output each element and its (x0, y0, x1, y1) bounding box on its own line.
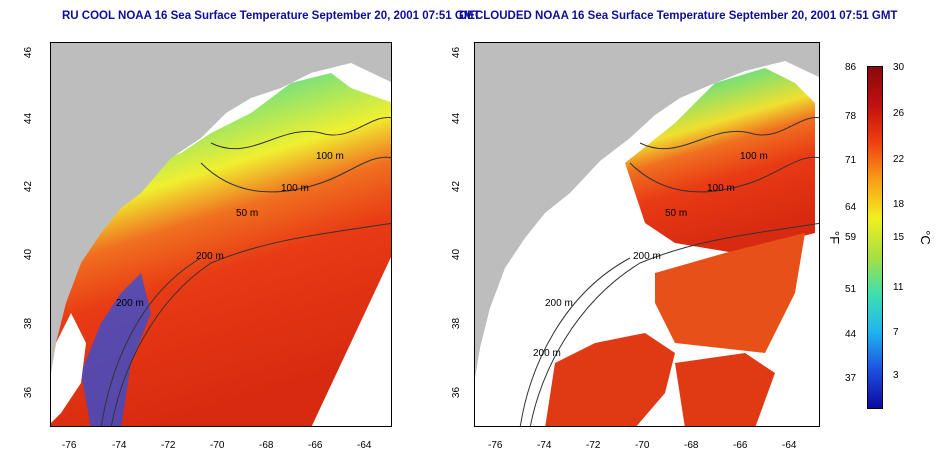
lat-tick: 44 (451, 112, 463, 125)
fahrenheit-tick: 71 (845, 155, 857, 166)
fahrenheit-tick: 86 (845, 62, 857, 73)
lat-tick: 40 (23, 248, 35, 261)
right-warm-region (675, 353, 775, 426)
left-map-title: RU COOL NOAA 16 Sea Surface Temperature … (62, 10, 481, 22)
left-cloud-mask (51, 313, 86, 423)
lat-tick: 36 (23, 386, 35, 399)
lon-tick: -72 (586, 440, 601, 451)
lon-tick: -64 (782, 440, 797, 451)
left-contour-line (100, 257, 202, 426)
left-contour-label: 50 m (236, 208, 259, 219)
left-land-mass (51, 43, 391, 373)
left-contour-line (110, 222, 391, 426)
lon-tick: -66 (308, 440, 323, 451)
right-land-mass (475, 43, 819, 378)
celsius-tick: 11 (893, 282, 904, 293)
celsius-tick: 18 (893, 199, 905, 210)
right-contour-label: 100 m (740, 151, 768, 162)
left-contour-line (210, 116, 391, 150)
lat-tick: 38 (451, 317, 463, 330)
lon-tick: -66 (733, 440, 748, 451)
lon-tick: -72 (161, 440, 176, 451)
celsius-tick: 3 (893, 370, 899, 381)
fahrenheit-tick: 64 (845, 202, 857, 213)
celsius-tick: 30 (893, 62, 905, 73)
fahrenheit-unit-label: °F (827, 230, 843, 245)
left-contour-label: 100 m (281, 183, 309, 194)
celsius-tick: 26 (893, 108, 905, 119)
celsius-tick: 22 (893, 154, 905, 165)
right-contour-line (639, 116, 819, 150)
fahrenheit-tick: 51 (845, 284, 857, 295)
lat-tick: 40 (451, 248, 463, 261)
right-sst-field (625, 68, 815, 253)
right-contour-line (519, 257, 631, 426)
lon-tick: -70 (635, 440, 650, 451)
right-contour-label: 200 m (545, 298, 573, 309)
lat-tick: 42 (23, 180, 35, 193)
left-sst-map: 100 m 100 m 50 m 200 m 200 m (50, 42, 392, 427)
lat-tick: 44 (23, 112, 35, 125)
lat-tick: 46 (451, 46, 463, 59)
left-contour-label: 200 m (116, 298, 144, 309)
lon-tick: -74 (112, 440, 127, 451)
left-sst-map-canvas (51, 43, 391, 426)
lat-tick: 46 (23, 46, 35, 59)
left-contour-label: 200 m (196, 251, 224, 262)
lon-tick: -64 (357, 440, 372, 451)
lon-tick: -74 (537, 440, 552, 451)
right-warm-region (545, 333, 675, 426)
fahrenheit-tick: 44 (845, 329, 857, 340)
fahrenheit-tick: 59 (845, 232, 857, 243)
right-contour-line (529, 222, 819, 426)
left-contour-label: 100 m (316, 151, 344, 162)
right-contour-label: 50 m (665, 208, 688, 219)
celsius-tick: 7 (893, 327, 899, 338)
left-cold-coastal-patch (81, 273, 151, 426)
lon-tick: -68 (684, 440, 699, 451)
right-contour-label: 100 m (707, 183, 735, 194)
lon-tick: -76 (488, 440, 503, 451)
left-outside-swath (311, 257, 391, 426)
fahrenheit-tick: 37 (845, 373, 857, 384)
lat-tick: 38 (23, 317, 35, 330)
right-map-title: DECLOUDED NOAA 16 Sea Surface Temperatur… (459, 10, 898, 22)
celsius-unit-label: °C (917, 230, 933, 245)
right-warm-region (655, 233, 805, 353)
right-sst-map-canvas (475, 43, 819, 426)
right-sst-map: 100 m 100 m 50 m 200 m 200 m 200 m (474, 42, 820, 427)
lat-tick: 42 (451, 180, 463, 193)
left-contour-line (200, 156, 391, 193)
temperature-colorbar (867, 66, 883, 409)
lon-tick: -76 (62, 440, 77, 451)
fahrenheit-tick: 78 (845, 111, 857, 122)
lon-tick: -70 (210, 440, 225, 451)
lon-tick: -68 (259, 440, 274, 451)
right-contour-label: 200 m (633, 251, 661, 262)
celsius-tick: 15 (893, 232, 905, 243)
right-contour-label: 200 m (533, 348, 561, 359)
lat-tick: 36 (451, 386, 463, 399)
right-contour-line (629, 156, 819, 193)
